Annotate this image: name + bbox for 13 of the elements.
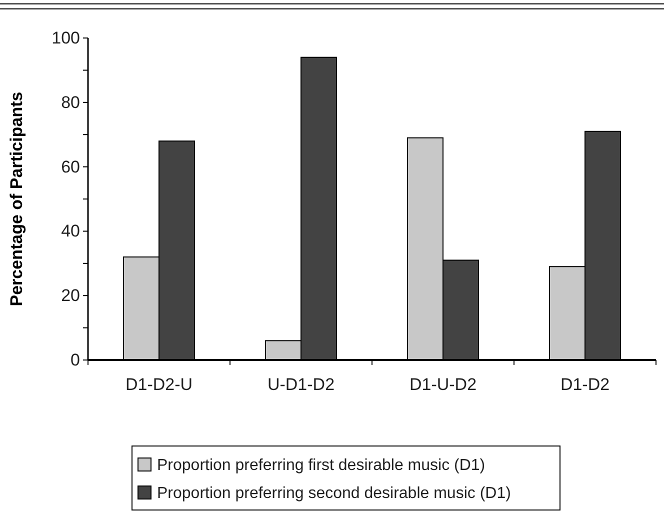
y-axis-title: Percentage of Participants bbox=[7, 92, 26, 306]
y-tick-label: 60 bbox=[61, 157, 80, 176]
legend-label: Proportion preferring second desirable music (D1) bbox=[157, 485, 511, 502]
y-tick-label: 100 bbox=[52, 28, 80, 48]
y-tick-label: 0 bbox=[70, 350, 80, 370]
x-tick-label: U-D1-D2 bbox=[267, 375, 335, 394]
legend-label: Proportion preferring first desirable music (D1) bbox=[157, 457, 486, 474]
x-tick-label: D1-D2-U bbox=[125, 375, 193, 394]
y-tick-label: 40 bbox=[61, 222, 80, 241]
y-tick-label: 80 bbox=[61, 92, 80, 112]
x-tick-label: D1-D2 bbox=[560, 375, 610, 394]
y-tick-label: 20 bbox=[61, 286, 80, 306]
x-tick-label: D1-U-D2 bbox=[409, 375, 477, 394]
